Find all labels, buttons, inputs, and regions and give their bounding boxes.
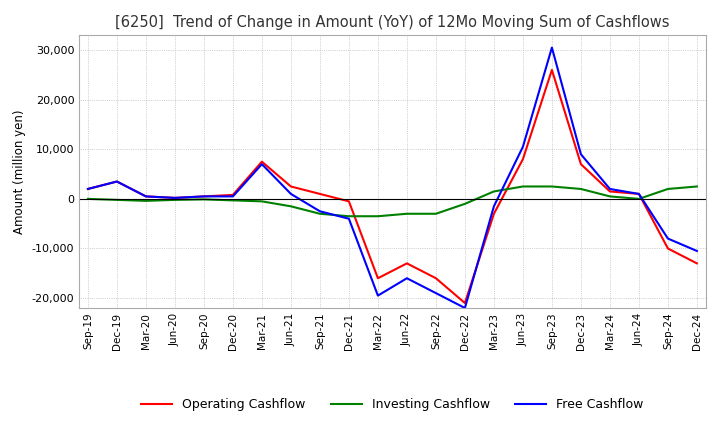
Operating Cashflow xyxy=(461,301,469,306)
Operating Cashflow xyxy=(287,184,295,189)
Investing Cashflow xyxy=(490,189,498,194)
Free Cashflow xyxy=(577,152,585,157)
Operating Cashflow xyxy=(548,67,557,73)
Operating Cashflow xyxy=(345,199,354,204)
Free Cashflow xyxy=(112,179,121,184)
Operating Cashflow xyxy=(315,191,324,197)
Investing Cashflow xyxy=(374,213,382,219)
Free Cashflow xyxy=(664,236,672,241)
Free Cashflow xyxy=(228,194,237,199)
Line: Free Cashflow: Free Cashflow xyxy=(88,48,697,308)
Y-axis label: Amount (million yen): Amount (million yen) xyxy=(13,110,26,234)
Investing Cashflow xyxy=(315,211,324,216)
Free Cashflow xyxy=(345,216,354,221)
Operating Cashflow xyxy=(634,191,643,197)
Operating Cashflow xyxy=(606,189,614,194)
Free Cashflow xyxy=(431,290,440,296)
Free Cashflow xyxy=(461,305,469,311)
Operating Cashflow xyxy=(112,179,121,184)
Operating Cashflow xyxy=(693,261,701,266)
Free Cashflow xyxy=(548,45,557,50)
Line: Investing Cashflow: Investing Cashflow xyxy=(88,187,697,216)
Free Cashflow xyxy=(518,144,527,150)
Investing Cashflow xyxy=(693,184,701,189)
Investing Cashflow xyxy=(142,198,150,204)
Investing Cashflow xyxy=(606,194,614,199)
Free Cashflow xyxy=(287,191,295,197)
Investing Cashflow xyxy=(402,211,411,216)
Operating Cashflow xyxy=(490,211,498,216)
Investing Cashflow xyxy=(634,196,643,202)
Free Cashflow xyxy=(315,209,324,214)
Free Cashflow xyxy=(258,161,266,167)
Free Cashflow xyxy=(84,186,92,191)
Investing Cashflow xyxy=(84,196,92,202)
Free Cashflow xyxy=(490,204,498,209)
Investing Cashflow xyxy=(171,197,179,202)
Investing Cashflow xyxy=(461,201,469,206)
Operating Cashflow xyxy=(228,192,237,198)
Free Cashflow xyxy=(402,275,411,281)
Operating Cashflow xyxy=(664,246,672,251)
Operating Cashflow xyxy=(577,161,585,167)
Investing Cashflow xyxy=(228,198,237,203)
Investing Cashflow xyxy=(258,199,266,204)
Investing Cashflow xyxy=(112,197,121,202)
Operating Cashflow xyxy=(518,157,527,162)
Free Cashflow xyxy=(374,293,382,298)
Investing Cashflow xyxy=(664,186,672,191)
Operating Cashflow xyxy=(171,195,179,201)
Investing Cashflow xyxy=(548,184,557,189)
Investing Cashflow xyxy=(431,211,440,216)
Investing Cashflow xyxy=(199,197,208,202)
Operating Cashflow xyxy=(142,194,150,199)
Investing Cashflow xyxy=(577,186,585,191)
Operating Cashflow xyxy=(431,275,440,281)
Line: Operating Cashflow: Operating Cashflow xyxy=(88,70,697,303)
Investing Cashflow xyxy=(345,213,354,219)
Free Cashflow xyxy=(606,186,614,191)
Legend: Operating Cashflow, Investing Cashflow, Free Cashflow: Operating Cashflow, Investing Cashflow, … xyxy=(136,393,649,416)
Operating Cashflow xyxy=(199,194,208,199)
Investing Cashflow xyxy=(518,184,527,189)
Title: [6250]  Trend of Change in Amount (YoY) of 12Mo Moving Sum of Cashflows: [6250] Trend of Change in Amount (YoY) o… xyxy=(115,15,670,30)
Operating Cashflow xyxy=(84,186,92,191)
Free Cashflow xyxy=(634,191,643,197)
Operating Cashflow xyxy=(374,275,382,281)
Operating Cashflow xyxy=(258,159,266,164)
Free Cashflow xyxy=(142,194,150,199)
Free Cashflow xyxy=(693,248,701,253)
Free Cashflow xyxy=(171,195,179,201)
Operating Cashflow xyxy=(402,261,411,266)
Free Cashflow xyxy=(199,194,208,199)
Investing Cashflow xyxy=(287,204,295,209)
